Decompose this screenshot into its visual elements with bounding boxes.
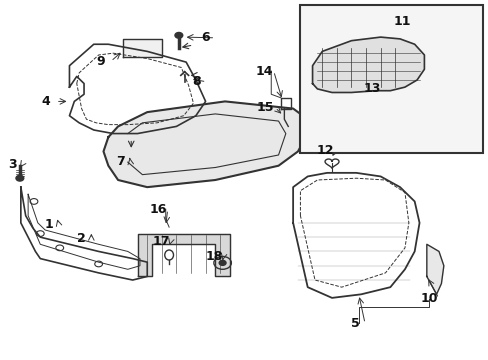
Text: 1: 1: [44, 218, 53, 231]
Polygon shape: [122, 39, 162, 57]
Polygon shape: [312, 37, 424, 93]
Text: 9: 9: [97, 55, 105, 68]
Text: 11: 11: [393, 14, 410, 27]
Text: 13: 13: [363, 82, 380, 95]
Text: 7: 7: [116, 154, 124, 167]
Polygon shape: [137, 234, 229, 276]
Text: 16: 16: [149, 203, 166, 216]
Text: 4: 4: [41, 95, 50, 108]
Circle shape: [219, 260, 225, 265]
Circle shape: [175, 32, 183, 38]
Text: 6: 6: [201, 31, 209, 44]
Text: 14: 14: [255, 64, 272, 77]
Text: 15: 15: [256, 101, 274, 114]
Text: 12: 12: [316, 144, 334, 157]
Text: 18: 18: [205, 249, 222, 262]
Text: 2: 2: [77, 233, 86, 246]
Polygon shape: [103, 102, 307, 187]
Polygon shape: [426, 244, 443, 294]
Text: 8: 8: [192, 75, 201, 88]
Text: 10: 10: [420, 292, 437, 305]
Text: 5: 5: [350, 317, 359, 330]
FancyBboxPatch shape: [300, 5, 482, 153]
Text: 3: 3: [8, 158, 17, 171]
Text: 17: 17: [152, 235, 169, 248]
Circle shape: [16, 175, 24, 181]
